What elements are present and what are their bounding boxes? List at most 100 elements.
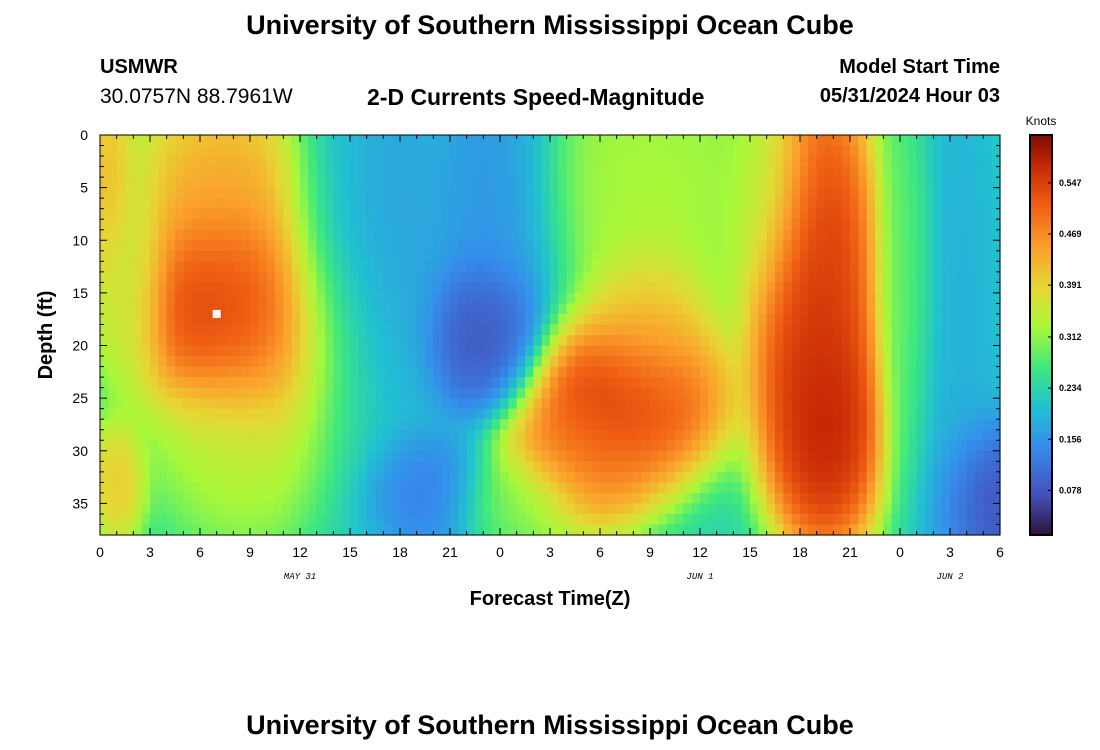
heatmap-cell xyxy=(675,356,684,368)
heatmap-cell xyxy=(308,419,318,431)
heatmap-cell xyxy=(575,219,584,231)
heatmap-cell xyxy=(283,229,293,241)
heatmap-cell xyxy=(275,524,284,536)
heatmap-cell xyxy=(691,166,701,178)
heatmap-cell xyxy=(266,440,276,452)
heatmap-cell xyxy=(983,292,993,305)
heatmap-cell xyxy=(525,513,534,526)
heatmap-cell xyxy=(141,219,151,231)
heatmap-cell xyxy=(825,271,834,283)
heatmap-cell xyxy=(208,492,218,505)
heatmap-cell xyxy=(875,135,884,147)
heatmap-cell xyxy=(691,471,701,483)
heatmap-cell xyxy=(258,345,268,357)
heatmap-cell xyxy=(275,313,284,326)
heatmap-cell xyxy=(625,450,634,462)
heatmap-cell xyxy=(875,177,884,189)
heatmap-cell xyxy=(541,429,551,441)
heatmap-cell xyxy=(991,208,1001,220)
heatmap-cell xyxy=(175,524,184,536)
heatmap-cell xyxy=(725,156,734,168)
heatmap-cell xyxy=(725,461,734,473)
heatmap-cell xyxy=(933,356,943,368)
heatmap-cell xyxy=(100,187,109,199)
heatmap-cell xyxy=(558,250,568,262)
heatmap-cell xyxy=(816,303,826,315)
heatmap-cell xyxy=(641,219,651,231)
heatmap-cell xyxy=(683,250,693,262)
heatmap-cell xyxy=(858,482,868,494)
heatmap-cell xyxy=(958,408,968,420)
colorbar-swatch xyxy=(1030,475,1052,479)
heatmap-cell xyxy=(200,387,209,399)
heatmap-cell xyxy=(150,271,159,283)
heatmap-cell xyxy=(800,240,809,252)
heatmap-cell xyxy=(791,135,801,147)
heatmap-cell xyxy=(225,461,234,473)
heatmap-cell xyxy=(900,261,909,273)
heatmap-cell xyxy=(725,429,734,441)
heatmap-cell xyxy=(850,440,859,452)
heatmap-cell xyxy=(933,292,943,305)
heatmap-cell xyxy=(216,398,226,410)
heatmap-cell xyxy=(308,345,318,357)
heatmap-cell xyxy=(766,408,776,420)
heatmap-cell xyxy=(733,303,743,315)
heatmap-cell xyxy=(750,303,759,315)
heatmap-cell xyxy=(316,356,326,368)
heatmap-cell xyxy=(975,482,984,494)
heatmap-cell xyxy=(850,366,859,378)
heatmap-cell xyxy=(600,198,609,210)
heatmap-cell xyxy=(450,313,459,326)
heatmap-cell xyxy=(791,198,801,210)
heatmap-cell xyxy=(891,429,901,441)
heatmap-cell xyxy=(625,177,634,189)
heatmap-cell xyxy=(808,145,818,157)
heatmap-cell xyxy=(716,377,726,389)
heatmap-cell xyxy=(950,335,959,347)
heatmap-cell xyxy=(516,261,526,273)
heatmap-cell xyxy=(725,335,734,347)
heatmap-cell xyxy=(333,429,343,441)
heatmap-cell xyxy=(566,156,576,168)
heatmap-cell xyxy=(900,271,909,283)
heatmap-cell xyxy=(483,471,493,483)
heatmap-cell xyxy=(133,240,143,252)
heatmap-cell xyxy=(575,429,584,441)
heatmap-cell xyxy=(208,482,218,494)
heatmap-cell xyxy=(375,198,384,210)
heatmap-cell xyxy=(208,387,218,399)
heatmap-cell xyxy=(375,366,384,378)
heatmap-cell xyxy=(308,335,318,347)
heatmap-cell xyxy=(408,429,418,441)
heatmap-cell xyxy=(558,440,568,452)
heatmap-cell xyxy=(908,345,918,357)
heatmap-cell xyxy=(466,219,476,231)
heatmap-cell xyxy=(466,524,476,536)
heatmap-cell xyxy=(391,450,401,462)
heatmap-cell xyxy=(741,229,751,241)
heatmap-cells xyxy=(100,135,1001,536)
heatmap-cell xyxy=(216,450,226,462)
heatmap-cell xyxy=(250,377,259,389)
heatmap-cell xyxy=(550,282,559,294)
heatmap-cell xyxy=(491,313,501,326)
heatmap-cell xyxy=(275,440,284,452)
heatmap-cell xyxy=(175,440,184,452)
heatmap-cell xyxy=(866,345,876,357)
heatmap-cell xyxy=(908,229,918,241)
heatmap-cell xyxy=(833,250,843,262)
heatmap-cell xyxy=(850,282,859,294)
heatmap-cell xyxy=(925,513,934,526)
heatmap-cell xyxy=(358,429,368,441)
heatmap-cell xyxy=(425,135,434,147)
heatmap-cell xyxy=(883,440,893,452)
heatmap-cell xyxy=(925,261,934,273)
heatmap-cell xyxy=(441,419,451,431)
heatmap-cell xyxy=(391,271,401,283)
heatmap-cell xyxy=(750,208,759,220)
heatmap-cell xyxy=(158,187,168,199)
heatmap-cell xyxy=(658,135,668,147)
heatmap-cell xyxy=(533,492,543,505)
heatmap-cell xyxy=(208,250,218,262)
